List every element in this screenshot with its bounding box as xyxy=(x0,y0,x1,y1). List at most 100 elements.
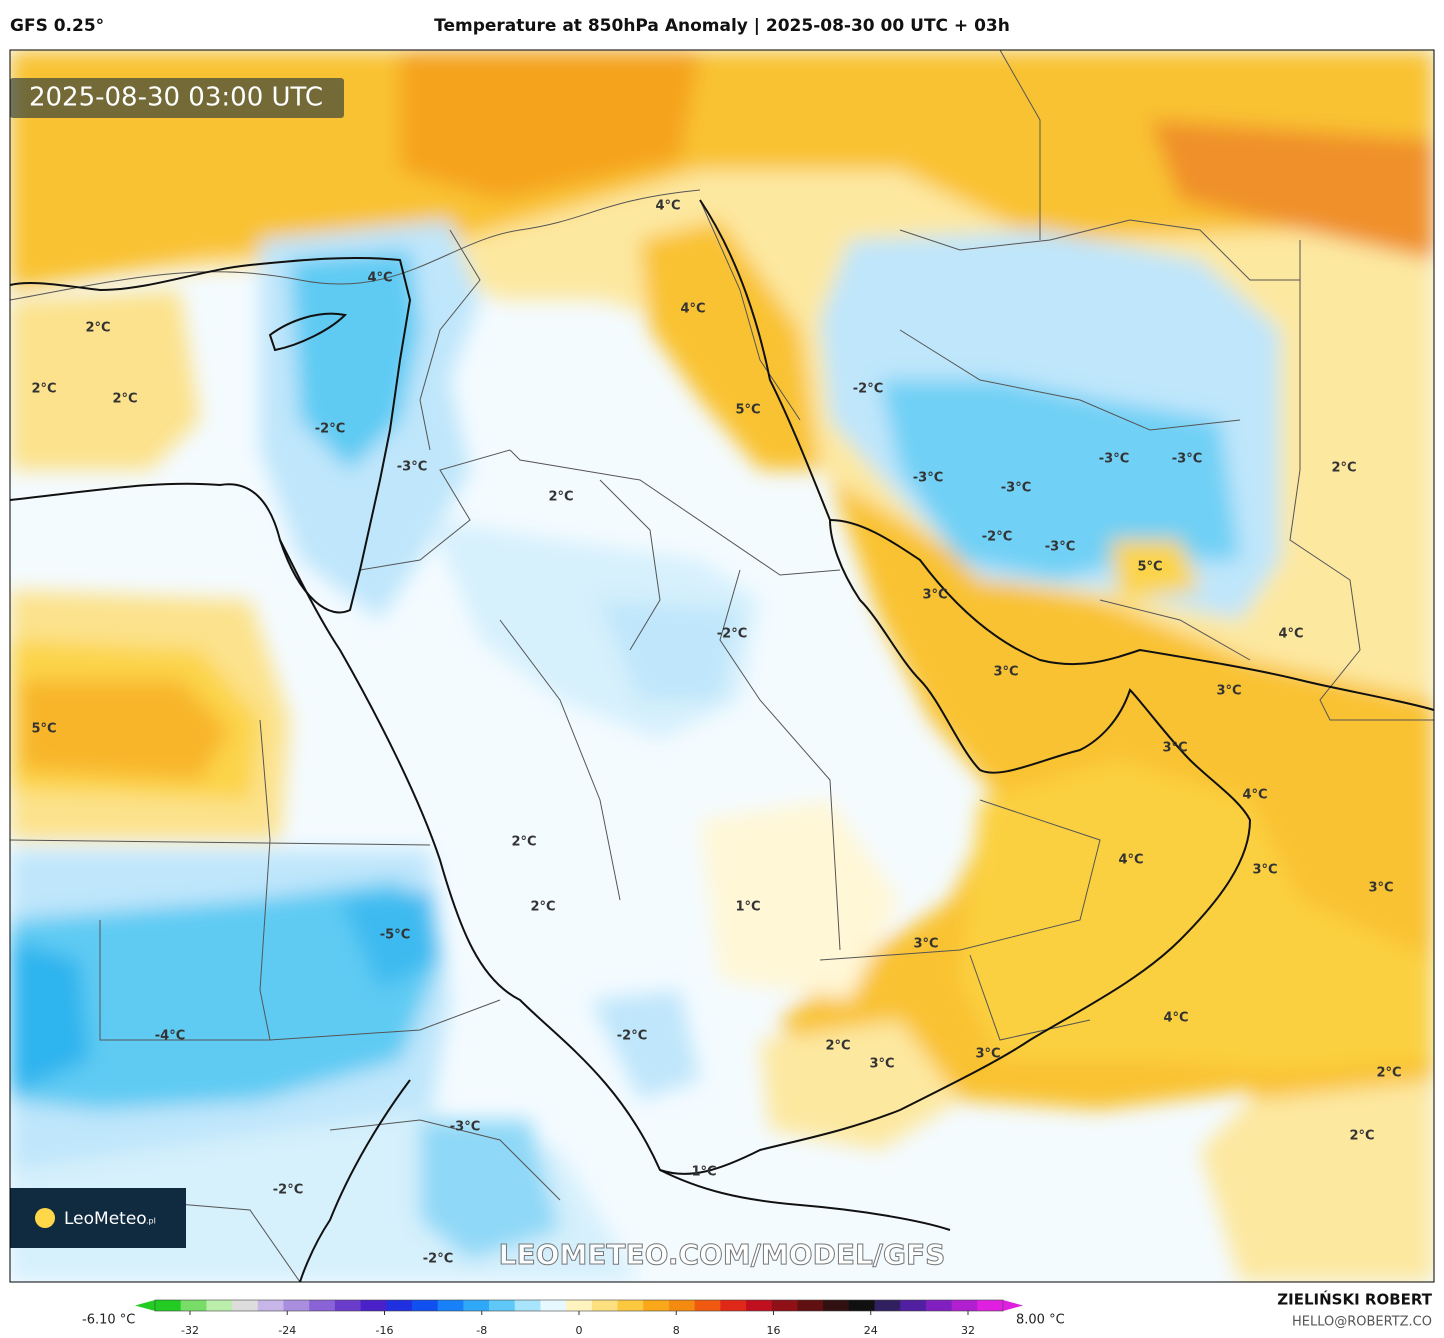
contour-label: 4°C xyxy=(1242,788,1267,803)
anomaly-region xyxy=(700,800,900,1000)
anomaly-region xyxy=(590,990,700,1100)
valid-time-background xyxy=(10,78,344,118)
colorbar-tick-label: 16 xyxy=(767,1324,781,1337)
contour-label: 3°C xyxy=(1216,684,1241,699)
colorbar-cell xyxy=(848,1300,876,1311)
contour-label: 2°C xyxy=(548,490,573,505)
colorbar-tick-label: 32 xyxy=(961,1324,975,1337)
colorbar-cell xyxy=(155,1300,182,1311)
contour-label: -4°C xyxy=(155,1029,185,1044)
colorbar-left-arrow xyxy=(135,1300,155,1311)
anomaly-region xyxy=(10,940,90,1090)
contour-label: 2°C xyxy=(530,900,555,915)
anomaly-region xyxy=(10,290,200,470)
anomaly-region xyxy=(290,250,420,470)
colorbar-cell xyxy=(463,1300,490,1311)
contour-label: 2°C xyxy=(112,392,137,407)
colorbar-min: -6.10 °C xyxy=(82,1313,135,1328)
map-frame xyxy=(9,49,1435,1283)
colorbar: -32 -24 -16 -8 0 8 16 24 32 xyxy=(135,1299,1023,1337)
contour-label: -3°C xyxy=(1045,540,1075,555)
contour-label: -2°C xyxy=(617,1029,647,1044)
contour-label: 4°C xyxy=(1118,853,1143,868)
colorbar-cell xyxy=(668,1300,696,1311)
logo-sun xyxy=(35,1208,55,1228)
colorbar-cell xyxy=(925,1300,953,1311)
contour-label: 5°C xyxy=(1137,560,1162,575)
colorbar-cell xyxy=(437,1300,464,1311)
colorbar-cell xyxy=(514,1300,541,1311)
colorbar-cell xyxy=(874,1300,901,1311)
colorbar-right-arrow xyxy=(1003,1300,1023,1311)
contour-label: -3°C xyxy=(1172,452,1202,467)
contour-label: 1°C xyxy=(691,1165,716,1180)
contour-label: -2°C xyxy=(315,422,345,437)
contour-label: -3°C xyxy=(450,1120,480,1135)
colorbar-tick-label: -32 xyxy=(181,1324,199,1337)
contour-label: 2°C xyxy=(1376,1066,1401,1081)
colorbar-cell xyxy=(309,1300,336,1311)
colorbar-tick-label: -16 xyxy=(376,1324,394,1337)
logo-suffix: .pl xyxy=(146,1217,156,1226)
anomaly-region xyxy=(420,1120,560,1260)
anomaly-region xyxy=(1200,1080,1434,1282)
anomaly-region xyxy=(600,600,740,700)
contour-label: 5°C xyxy=(735,403,760,418)
contour-label: 4°C xyxy=(1278,627,1303,642)
contour-label: 2°C xyxy=(825,1039,850,1054)
colorbar-cell xyxy=(360,1300,387,1311)
contour-label: 1°C xyxy=(735,900,760,915)
contour-label: 3°C xyxy=(869,1057,894,1072)
colorbar-cell xyxy=(797,1300,824,1311)
colorbar-cell xyxy=(566,1300,593,1311)
colorbar-cell xyxy=(591,1300,619,1311)
valid-time: 2025-08-30 03:00 UTC xyxy=(29,83,323,113)
contour-label: 3°C xyxy=(1368,881,1393,896)
contour-label: 2°C xyxy=(511,835,536,850)
colorbar-cell xyxy=(771,1300,798,1311)
anomaly-region xyxy=(400,50,700,200)
contour-label: 4°C xyxy=(680,302,705,317)
map: 2025-08-30 03:00 UTC 4°C 2°C 2°C 2°C -2°C -3°… xyxy=(10,50,1434,1282)
watermark: LEOMETEO.COM/MODEL/GFS xyxy=(499,1238,946,1271)
contour-label: -5°C xyxy=(380,928,410,943)
anomaly-region xyxy=(340,890,440,990)
contour-label: -2°C xyxy=(423,1252,453,1267)
anomaly-region xyxy=(760,1020,960,1150)
colorbar-tick-label: -24 xyxy=(278,1324,296,1337)
colorbar-max: 8.00 °C xyxy=(1016,1313,1065,1328)
contour-label: -2°C xyxy=(273,1183,303,1198)
colorbar-tick-label: 24 xyxy=(864,1324,878,1337)
colorbar-cell xyxy=(232,1300,259,1311)
credit-email: HELLO@ROBERTZ.CO xyxy=(1292,1315,1432,1330)
contour-label: -2°C xyxy=(853,382,883,397)
colorbar-cell xyxy=(334,1300,362,1311)
colorbar-cell xyxy=(746,1300,773,1311)
coastlines xyxy=(10,199,1434,1282)
contour-label: 3°C xyxy=(922,588,947,603)
contour-label: 3°C xyxy=(993,665,1018,680)
contour-labels: 4°C 2°C 2°C 2°C -2°C -3°C 4°C 4°C 5°C 2°C -2°C -3°C… xyxy=(31,199,1401,1267)
colorbar-tick-label: 0 xyxy=(576,1324,583,1337)
contour-label: 2°C xyxy=(1331,461,1356,476)
contour-label: 2°C xyxy=(1349,1129,1374,1144)
credit-author: ZIELIŃSKI ROBERT xyxy=(1277,1290,1432,1309)
colorbar-cell xyxy=(386,1300,413,1311)
map-title: Temperature at 850hPa Anomaly | 2025-08-… xyxy=(434,16,1010,36)
contour-label: 4°C xyxy=(367,271,392,286)
contour-label: -3°C xyxy=(397,460,427,475)
colorbar-cell xyxy=(283,1300,310,1311)
anomaly-region xyxy=(640,220,820,470)
colorbar-cell xyxy=(540,1300,567,1311)
anomaly-region xyxy=(20,680,230,780)
anomaly-region xyxy=(1110,540,1200,600)
contour-label: 3°C xyxy=(975,1047,1000,1062)
contour-label: 2°C xyxy=(31,382,56,397)
colorbar-cell xyxy=(489,1300,516,1311)
contour-label: 3°C xyxy=(1252,863,1277,878)
contour-label: 2°C xyxy=(85,321,110,336)
contour-label: -2°C xyxy=(982,530,1012,545)
contour-label: -3°C xyxy=(1001,481,1031,496)
borders xyxy=(10,50,1434,1282)
